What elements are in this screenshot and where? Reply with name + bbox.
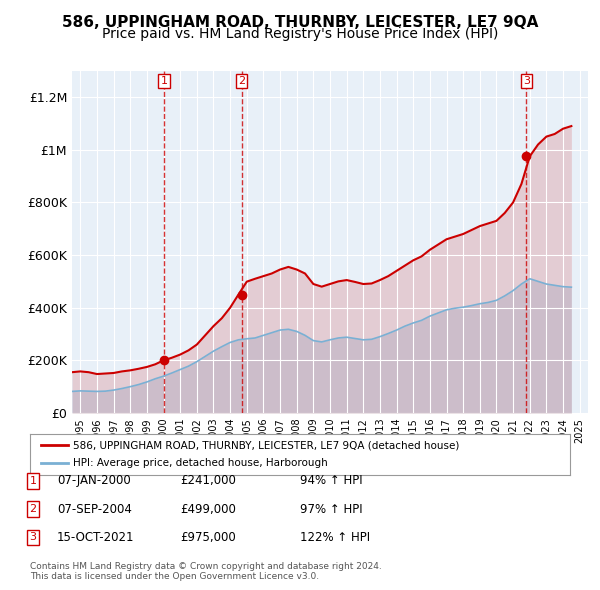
Text: 1: 1 (29, 476, 37, 486)
Text: 97% ↑ HPI: 97% ↑ HPI (300, 503, 362, 516)
Text: 07-SEP-2004: 07-SEP-2004 (57, 503, 132, 516)
Text: 1: 1 (161, 76, 167, 86)
Text: 15-OCT-2021: 15-OCT-2021 (57, 531, 134, 544)
Text: 122% ↑ HPI: 122% ↑ HPI (300, 531, 370, 544)
Text: £975,000: £975,000 (180, 531, 236, 544)
Text: 2: 2 (238, 76, 245, 86)
Text: 94% ↑ HPI: 94% ↑ HPI (300, 474, 362, 487)
Text: 3: 3 (29, 533, 37, 542)
Text: 2: 2 (29, 504, 37, 514)
Text: Price paid vs. HM Land Registry's House Price Index (HPI): Price paid vs. HM Land Registry's House … (102, 27, 498, 41)
Text: HPI: Average price, detached house, Harborough: HPI: Average price, detached house, Harb… (73, 458, 328, 468)
Text: Contains HM Land Registry data © Crown copyright and database right 2024.
This d: Contains HM Land Registry data © Crown c… (30, 562, 382, 581)
Text: 07-JAN-2000: 07-JAN-2000 (57, 474, 131, 487)
Text: £241,000: £241,000 (180, 474, 236, 487)
Text: 586, UPPINGHAM ROAD, THURNBY, LEICESTER, LE7 9QA: 586, UPPINGHAM ROAD, THURNBY, LEICESTER,… (62, 15, 538, 30)
Text: £499,000: £499,000 (180, 503, 236, 516)
Text: 3: 3 (523, 76, 530, 86)
Text: 586, UPPINGHAM ROAD, THURNBY, LEICESTER, LE7 9QA (detached house): 586, UPPINGHAM ROAD, THURNBY, LEICESTER,… (73, 440, 460, 450)
